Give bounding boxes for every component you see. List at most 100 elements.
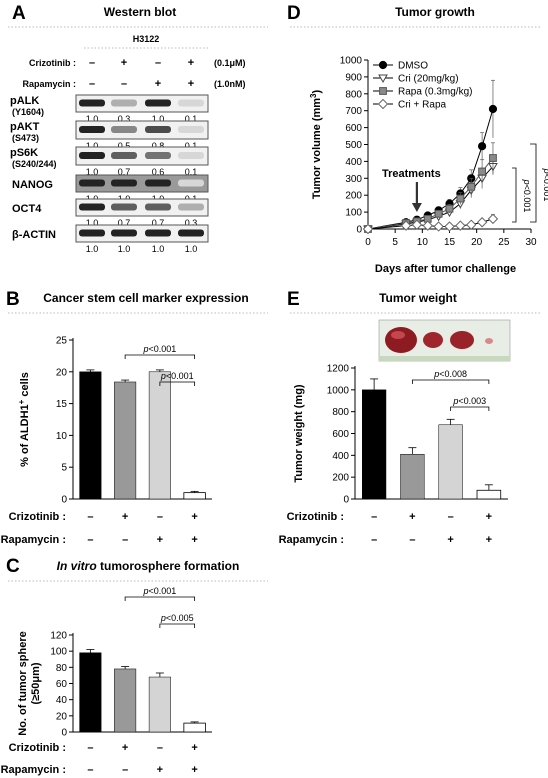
blot-label: β-ACTIN (12, 229, 56, 241)
y-tick-label: 0 (356, 225, 362, 236)
x-tick-label: 5 (392, 237, 398, 248)
treatment-sign: – (122, 534, 128, 546)
data-point (489, 154, 497, 162)
treatment-sign: + (191, 534, 197, 546)
series-line (367, 166, 494, 230)
y-tick-label: 1000 (327, 385, 350, 396)
y-tick-label: 900 (345, 72, 362, 83)
treatment-sign: – (155, 57, 161, 69)
y-tick-label: 400 (345, 157, 362, 168)
panel-e-letter: E (287, 289, 300, 310)
significance-bracket (411, 379, 490, 384)
legend-marker (378, 74, 388, 84)
blot-strip (75, 146, 209, 166)
y-tick-label: 40 (56, 695, 68, 706)
blot-quant-value: 0.3 (185, 218, 198, 228)
data-point (400, 220, 412, 231)
treatment-sign: – (87, 511, 93, 523)
y-tick-label: 100 (345, 208, 362, 219)
blot-label: pALK (10, 95, 39, 107)
treatment-sign: – (87, 764, 93, 776)
blot-quant-value: 1.0 (118, 244, 131, 254)
panel-a-letter: A (12, 3, 26, 24)
x-tick-label: 0 (365, 237, 371, 248)
data-point (456, 194, 465, 203)
blot-band (178, 229, 204, 237)
y-tick-label: 20 (56, 367, 68, 378)
data-point (411, 219, 423, 230)
series-line (367, 157, 494, 230)
data-point (444, 221, 455, 232)
y-tick-label: 120 (50, 631, 67, 642)
treatment-arrow-head (411, 203, 422, 212)
data-point (422, 220, 433, 231)
treatment-sign: + (188, 57, 194, 69)
significance-bracket (530, 143, 537, 223)
blot-strip (75, 120, 209, 140)
blot-band (178, 152, 204, 159)
p-value-label: p<0.003 (452, 396, 486, 406)
data-point (488, 104, 498, 114)
y-axis-label-line2: (≥50μm) (30, 662, 42, 704)
y-tick-label: 25 (56, 336, 68, 347)
treatment-sign: + (122, 511, 128, 523)
y-tick-label: 400 (332, 451, 349, 462)
significance-bracket (124, 354, 196, 359)
treatment-sign: – (89, 78, 95, 90)
blot-band (111, 152, 137, 159)
treatment-sign: + (409, 511, 415, 523)
data-point (478, 142, 487, 151)
data-point (478, 167, 487, 176)
blot-band (79, 229, 105, 237)
significance-bracket (159, 623, 196, 628)
tumor-photo-ruler (379, 356, 510, 361)
blot-strip (75, 224, 209, 243)
legend-label: Rapa (0.3mg/kg) (398, 87, 472, 98)
legend-marker (379, 87, 387, 95)
bar (114, 381, 137, 500)
y-tick-label: 700 (345, 106, 362, 117)
series-line (367, 218, 494, 230)
bar (148, 371, 171, 500)
bar (148, 676, 171, 733)
panel-d-letter: D (287, 3, 301, 24)
p-value-label: p<0.001 (542, 168, 548, 202)
chart-title: In vitro tumorosphere formation (57, 559, 240, 573)
y-axis-label: Tumor weight (mg) (293, 384, 305, 483)
blot-sublabel: (S473) (12, 133, 39, 143)
treatment-sign: – (157, 511, 163, 523)
y-axis-label: % of ALDH1+ cells (17, 372, 31, 467)
p-value-label: p<0.001 (142, 586, 176, 596)
treatment-label: Rapamycin : (1, 534, 66, 546)
tumor-specimen (450, 331, 474, 349)
treatment-sign: – (448, 511, 454, 523)
significance-bracket (512, 167, 517, 223)
blot-band (145, 126, 171, 133)
x-tick-label: 20 (471, 237, 483, 248)
treatment-sign: + (122, 742, 128, 754)
tumor-highlight (391, 331, 405, 339)
blot-quant-value: 0.7 (118, 218, 131, 228)
bar (476, 489, 502, 500)
treatment-sign: + (486, 534, 492, 546)
blot-quant-value: 0.7 (152, 218, 165, 228)
y-tick-label: 20 (56, 711, 68, 722)
panel-a-title: Western blot (104, 5, 176, 19)
data-point (467, 182, 476, 191)
blot-quant-value: 1.0 (86, 141, 99, 151)
blot-band (79, 99, 105, 107)
blot-sublabel: (Y1604) (12, 107, 44, 117)
blot-quant-value: 0.3 (118, 114, 131, 124)
y-tick-label: 80 (56, 663, 68, 674)
blot-quant-value: 0.1 (185, 141, 198, 151)
bar (183, 492, 206, 500)
blot-band (79, 179, 105, 187)
blot-band (111, 179, 137, 187)
blot-quant-value: 0.1 (185, 114, 198, 124)
legend-marker (377, 98, 389, 110)
data-point (433, 221, 444, 232)
bar (183, 722, 206, 733)
x-tick-label: 25 (498, 237, 510, 248)
blot-band (111, 126, 137, 133)
treatment-label: Rapamycin : (279, 534, 344, 546)
